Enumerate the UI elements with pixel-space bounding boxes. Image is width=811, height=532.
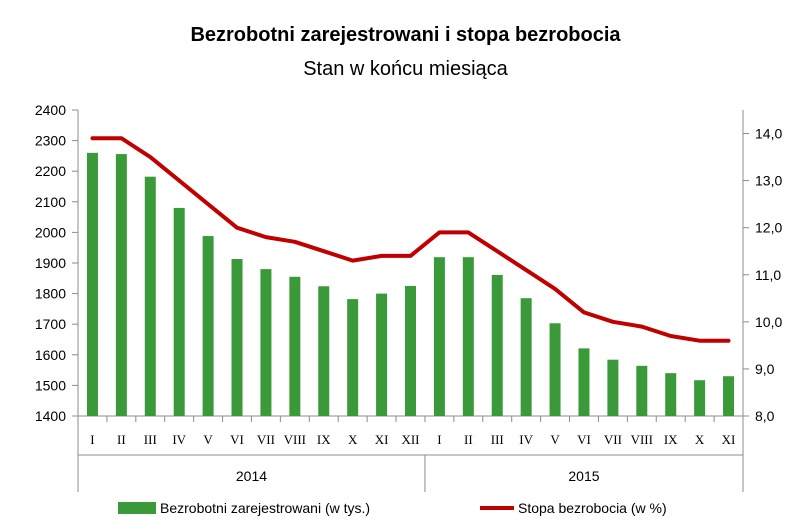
bar <box>665 373 677 416</box>
category-label: X <box>348 432 358 447</box>
category-label: XII <box>401 432 419 447</box>
left-tick-label: 2100 <box>35 194 66 210</box>
line-series-stopa <box>90 136 731 343</box>
right-tick-label: 11,0 <box>755 267 781 283</box>
bar <box>578 348 590 416</box>
bar <box>723 376 735 416</box>
left-tick-label: 1400 <box>35 408 66 424</box>
category-label: IX <box>664 432 678 447</box>
category-label: VIII <box>631 432 653 447</box>
category-label: I <box>90 432 94 447</box>
bar <box>202 236 214 416</box>
category-label: VI <box>230 432 244 447</box>
bar <box>289 276 301 416</box>
category-label: III <box>144 432 157 447</box>
bar <box>520 298 532 416</box>
category-label: IV <box>172 432 186 447</box>
right-tick-label: 14,0 <box>755 126 782 142</box>
category-label: XI <box>722 432 736 447</box>
category-label: II <box>117 432 126 447</box>
bar <box>260 269 272 416</box>
category-label: VII <box>257 432 275 447</box>
bar <box>144 176 156 416</box>
chart-subtitle: Stan w końcu miesiąca <box>303 58 508 80</box>
right-tick-label: 10,0 <box>755 314 782 330</box>
year-label: 2014 <box>236 468 267 484</box>
left-tick-label: 1600 <box>35 347 66 363</box>
left-tick-label: 2000 <box>35 224 66 240</box>
bar <box>376 293 388 416</box>
left-tick-label: 1800 <box>35 286 66 302</box>
right-tick-label: 12,0 <box>755 220 782 236</box>
category-label: VII <box>604 432 622 447</box>
category-label: I <box>437 432 441 447</box>
left-tick-label: 1700 <box>35 316 66 332</box>
right-tick-label: 13,0 <box>755 173 782 189</box>
category-label: XI <box>375 432 389 447</box>
bar <box>86 152 98 416</box>
legend-label-bar: Bezrobotni zarejestrowani (w tys.) <box>160 500 370 516</box>
bar <box>694 380 706 416</box>
category-label: III <box>491 432 504 447</box>
category-label: IV <box>519 432 533 447</box>
bar <box>433 257 445 416</box>
left-tick-label: 2200 <box>35 163 66 179</box>
legend-label-line: Stopa bezrobocia (w %) <box>518 500 667 516</box>
bar <box>405 285 416 416</box>
right-tick-label: 9,0 <box>755 361 775 377</box>
legend-swatch-bar <box>118 502 156 514</box>
bar <box>491 274 503 416</box>
left-tick-label: 2300 <box>35 133 66 149</box>
year-label: 2015 <box>568 468 599 484</box>
bar <box>231 259 243 416</box>
bar <box>115 154 127 416</box>
left-tick-label: 1500 <box>35 377 66 393</box>
category-label: V <box>550 432 560 447</box>
category-label: VI <box>577 432 591 447</box>
bar <box>318 286 330 416</box>
bar <box>462 257 474 416</box>
left-tick-label: 1900 <box>35 255 66 271</box>
left-tick-label: 2400 <box>35 102 66 118</box>
category-label: V <box>203 432 213 447</box>
bar <box>173 207 185 416</box>
right-tick-label: 8,0 <box>755 408 775 424</box>
category-label: X <box>695 432 705 447</box>
category-label: VIII <box>284 432 306 447</box>
bar <box>347 299 359 416</box>
bar <box>607 359 619 416</box>
category-label: II <box>464 432 473 447</box>
bar <box>549 323 561 416</box>
chart-title: Bezrobotni zarejestrowani i stopa bezrob… <box>190 24 621 46</box>
bar <box>636 365 648 416</box>
category-label: IX <box>317 432 331 447</box>
